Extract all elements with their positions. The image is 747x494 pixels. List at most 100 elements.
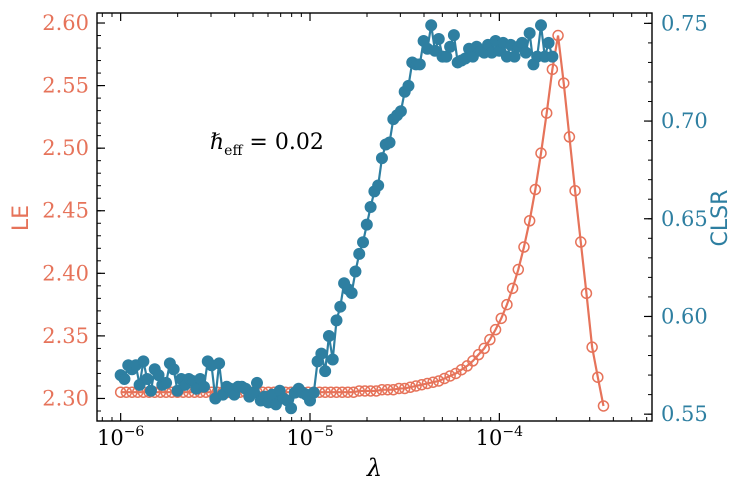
clsr-point (413, 58, 426, 71)
clsr-point (330, 314, 343, 327)
clsr-point (375, 152, 388, 165)
x-tick-label: 10−6 (97, 424, 144, 450)
left-tick-label: 2.45 (42, 199, 89, 223)
x-tick-label-base: 10 (97, 426, 124, 450)
le-line (120, 35, 605, 407)
le-point (126, 386, 138, 398)
ticks-layer: 10−6 10−5 10−42.302.352.402.452.502.552.60… (42, 11, 708, 450)
left-tick-label: 2.55 (42, 74, 89, 98)
clsr-point (546, 50, 559, 63)
clsr-point (307, 386, 320, 399)
le-point (325, 386, 337, 398)
le-point (444, 370, 456, 382)
x-tick-label-base: 10 (286, 426, 313, 450)
le-point (336, 386, 348, 398)
clsr-point (360, 218, 373, 231)
annotation-symbol: ℏ (210, 130, 224, 155)
le-point (353, 385, 365, 397)
le-point (404, 381, 417, 393)
clsr-point (322, 330, 335, 342)
le-point (563, 131, 576, 143)
le-point (450, 367, 462, 380)
x-tick-label: 10−5 (286, 424, 333, 450)
x-axis-title: λ (366, 454, 382, 482)
le-point (518, 241, 530, 253)
le-point (347, 386, 360, 398)
clsr-point (523, 27, 536, 40)
clsr-point (402, 79, 415, 92)
le-point (370, 385, 383, 397)
clsr-point (447, 29, 460, 42)
clsr-point (357, 236, 370, 249)
le-point (506, 282, 519, 295)
left-tick-label: 2.35 (42, 324, 89, 348)
le-point (569, 184, 581, 197)
clsr-point (432, 32, 445, 45)
right-axis-title: CLSR (708, 190, 733, 247)
clsr-point (319, 365, 332, 378)
clsr-point (345, 287, 358, 300)
le-point (546, 63, 559, 76)
left-tick-label: 2.40 (42, 261, 89, 285)
le-point (319, 386, 331, 398)
right-tick-label: 0.75 (661, 11, 708, 35)
clsr-line (119, 25, 554, 412)
clsr-point (197, 380, 210, 393)
clsr-point (334, 300, 347, 313)
clsr-point (137, 355, 150, 368)
le-point (523, 215, 536, 227)
le-point (421, 377, 434, 390)
clsr-point (213, 357, 226, 370)
le-point (359, 385, 371, 397)
le-point (455, 363, 468, 376)
le-point (597, 400, 610, 412)
clsr-point (250, 376, 263, 389)
clsr-point (326, 353, 339, 366)
x-tick-label-exp: −5 (313, 424, 334, 440)
le-point (387, 383, 400, 396)
le-point (575, 236, 587, 248)
clsr-point (353, 247, 366, 260)
le-point (512, 263, 525, 276)
le-point (484, 333, 496, 346)
x-tick-label-base: 10 (476, 426, 503, 450)
series-layer (114, 19, 610, 415)
clsr-point (118, 372, 131, 385)
le-point (120, 386, 133, 398)
clsr-point (160, 376, 173, 389)
clsr-point (394, 105, 407, 118)
le-point (433, 375, 445, 387)
le-point (376, 383, 388, 396)
le-point (535, 147, 547, 159)
le-point (467, 355, 479, 367)
le-point (415, 378, 428, 391)
right-tick-label: 0.70 (661, 109, 708, 133)
clsr-point (535, 19, 548, 32)
le-point (495, 312, 507, 325)
le-point (557, 77, 570, 89)
le-point (552, 29, 564, 42)
clsr-point (519, 46, 532, 59)
clsr-point (364, 201, 377, 214)
le-point (427, 376, 439, 388)
le-point (114, 386, 127, 398)
plot-frame (96, 12, 653, 422)
le-point (592, 371, 604, 383)
le-point (540, 107, 553, 119)
le-point (393, 382, 405, 395)
le-point (438, 372, 451, 385)
le-point (489, 323, 502, 336)
left-axis-title: LE (9, 205, 34, 231)
clsr-point (167, 363, 180, 376)
le-point (381, 383, 394, 396)
le-point (330, 386, 343, 398)
left-tick-label: 2.60 (42, 11, 89, 35)
clsr-point (144, 384, 157, 397)
right-tick-label: 0.55 (661, 402, 708, 426)
x-tick-label-exp: −6 (124, 424, 145, 440)
clsr-point (315, 347, 328, 360)
right-tick-label: 0.60 (661, 304, 708, 328)
le-point (501, 298, 513, 311)
clsr-point (542, 36, 555, 49)
